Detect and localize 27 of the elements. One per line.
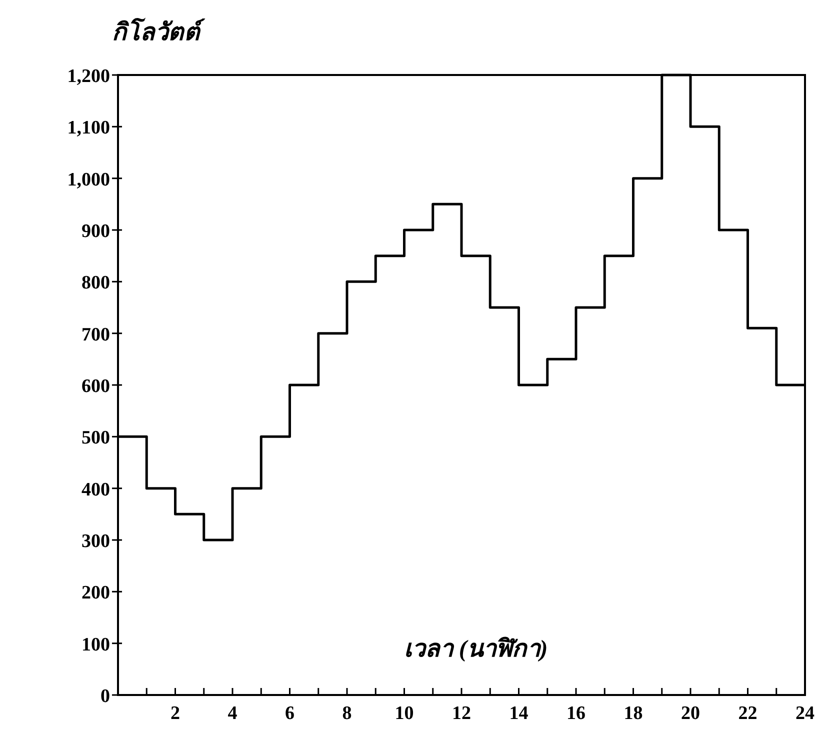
x-tick-label: 4 (228, 703, 238, 724)
y-tick-label: 1,200 (67, 66, 110, 87)
x-tick-label: 22 (738, 703, 758, 724)
x-tick-label: 6 (285, 703, 294, 724)
x-tick-label: 12 (452, 703, 471, 724)
y-tick-label: 1,100 (67, 118, 110, 139)
x-tick-label: 20 (681, 703, 700, 724)
x-tick-label: 14 (509, 703, 529, 724)
y-tick-label: 600 (82, 376, 110, 397)
y-tick-label: 800 (82, 272, 110, 294)
y-tick-label: 1,000 (67, 169, 110, 190)
x-axis-title: เวลา (นาฬิกา) (404, 636, 548, 662)
y-tick-label: 900 (82, 221, 110, 242)
x-tick-label: 8 (342, 703, 352, 724)
x-tick-label: 24 (796, 703, 815, 724)
x-tick-label: 2 (170, 703, 180, 724)
y-tick-label: 0 (100, 686, 110, 707)
x-tick-label: 10 (394, 703, 414, 724)
x-tick-label: 16 (566, 703, 586, 724)
y-tick-label: 100 (82, 634, 110, 656)
x-tick-label: 18 (624, 703, 643, 724)
y-tick-label: 700 (82, 324, 110, 346)
y-tick-label: 500 (82, 428, 110, 449)
y-axis-title: กิโลวัตต์ (112, 17, 206, 46)
y-tick-label: 200 (82, 582, 110, 604)
y-tick-label: 300 (82, 531, 110, 552)
y-tick-label: 400 (82, 479, 110, 500)
